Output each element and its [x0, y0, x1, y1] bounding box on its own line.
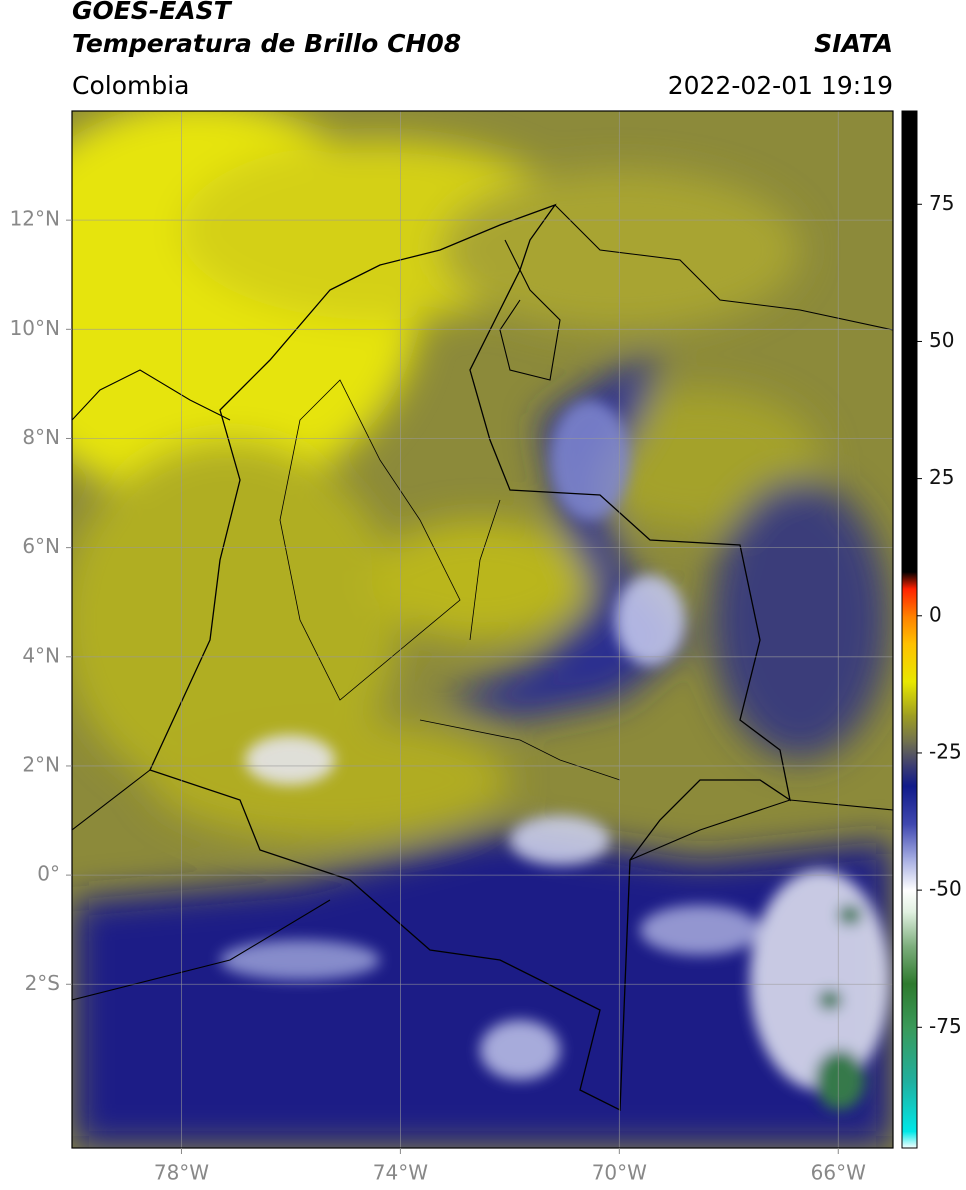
colorbar-segment [902, 1131, 917, 1149]
colorbar-segment [902, 615, 917, 644]
y-tick-label: 8°N [22, 425, 60, 449]
border-lines [72, 204, 893, 1001]
y-tick-label: 4°N [22, 643, 60, 667]
colorbar-segment [902, 890, 917, 913]
colorbar-segment [902, 912, 917, 946]
colorbar-segment [902, 588, 917, 617]
colorbar-segment [902, 1027, 917, 1083]
colorbar-segment [902, 571, 917, 589]
datetime: 2022-02-01 19:19 [668, 71, 893, 100]
subtitle: Temperatura de Brillo CH08 [72, 29, 461, 58]
x-tick-label: 66°W [811, 1161, 866, 1185]
y-tick-label: 10°N [10, 316, 60, 340]
colorbar-tick-label: 75 [929, 191, 954, 215]
colorbar-segment [902, 714, 917, 743]
y-tick-label: 2°S [25, 971, 60, 995]
colorbar-tick-label: 0 [929, 602, 942, 626]
y-tick-label: 6°N [22, 534, 60, 558]
y-tick-label: 0° [37, 862, 60, 886]
colorbar-segment [902, 785, 917, 825]
map-frame [71, 110, 894, 1149]
title: GOES-EAST [72, 0, 233, 25]
source: SIATA [814, 29, 893, 58]
satellite-image [72, 111, 893, 1148]
colorbar-segment [902, 643, 917, 683]
x-tick-label: 78°W [154, 1161, 209, 1185]
colorbar-segment [902, 681, 917, 716]
department-lines [279, 379, 621, 781]
colorbar-segment [902, 111, 917, 573]
y-tick-label: 2°N [22, 752, 60, 776]
colorbar-segment [902, 1082, 917, 1133]
colorbar-tick-label: -25 [929, 739, 962, 763]
colorbar-tick-label: 25 [929, 465, 954, 489]
colorbar-tick-label: 50 [929, 328, 954, 352]
colorbar-tick-label: -75 [929, 1014, 962, 1038]
colorbar-segment [902, 763, 917, 787]
x-tick-label: 70°W [592, 1161, 647, 1185]
region: Colombia [72, 71, 189, 100]
colorbar-segment [902, 857, 917, 891]
colorbar-frame [901, 110, 918, 1149]
colorbar-segment [902, 824, 917, 858]
colorbar-segment [902, 944, 917, 984]
x-tick-label: 74°W [373, 1161, 428, 1185]
colorbar-tick-label: -50 [929, 877, 962, 901]
y-tick-label: 12°N [10, 207, 60, 231]
colorbar-segment [902, 741, 917, 765]
colorbar-segment [902, 983, 917, 1028]
